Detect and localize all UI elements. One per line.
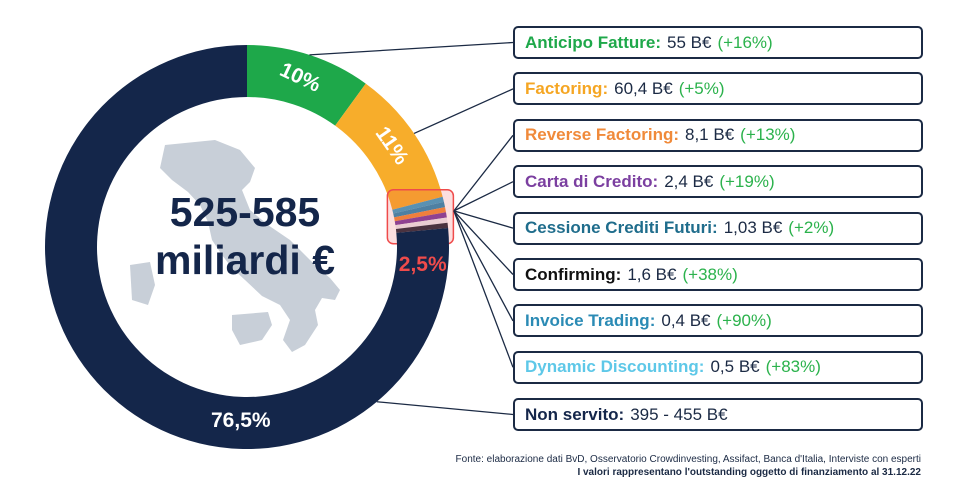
callout-box: Confirming: 1,6 B€ (+38%) — [513, 258, 923, 291]
connector-line — [453, 134, 514, 212]
callout-value: 1,03 B€ — [723, 218, 783, 238]
connector-line — [453, 210, 514, 368]
callout-label: Carta di Credito: — [525, 171, 659, 191]
callout-value: 2,4 B€ — [664, 171, 714, 191]
callout-box: Reverse Factoring: 8,1 B€ (+13%) — [513, 118, 923, 152]
callout-box: Carta di Credito: 2,4 B€ (+19%) — [513, 165, 923, 199]
callout-box: Cessione Crediti Futuri: 1,03 B€ (+2%) — [513, 211, 923, 245]
center-title: 525-585 miliardi € — [95, 188, 395, 284]
callout-box: Factoring: 60,4 B€ (+5%) — [513, 72, 923, 106]
slice-small-band — [394, 212, 447, 226]
callout-box: Non servito: 395 - 455 B€ — [513, 398, 923, 431]
callout-value: 1,6 B€ — [627, 264, 677, 284]
callout-box: Dynamic Discounting: 0,5 B€ (+83%) — [513, 350, 923, 384]
connector-line — [453, 210, 514, 275]
slice — [335, 83, 443, 210]
center-title-line1: 525-585 — [169, 189, 321, 235]
callout-label: Factoring: — [525, 78, 609, 98]
callout-change: (+83%) — [765, 357, 821, 377]
callout-box: Invoice Trading: 0,4 B€ (+90%) — [513, 304, 923, 338]
connector-line — [309, 41, 514, 56]
connector-line — [453, 181, 514, 212]
callout-label: Reverse Factoring: — [525, 125, 679, 145]
callout-value: 0,4 B€ — [661, 310, 711, 330]
callout-label: Dynamic Discounting: — [525, 357, 705, 377]
callout-change: (+2%) — [788, 218, 835, 238]
slice-small-band — [395, 217, 448, 229]
callout-label: Confirming: — [525, 264, 622, 284]
slice — [247, 45, 366, 126]
callout-value: 60,4 B€ — [614, 78, 673, 98]
callout-label: Invoice Trading: — [525, 310, 656, 330]
callout-label: Anticipo Fatture: — [525, 32, 661, 52]
callout-label: Non servito: — [525, 404, 625, 424]
callout-change: (+19%) — [719, 171, 775, 191]
connector-line — [453, 210, 514, 229]
callout-change: (+38%) — [682, 264, 738, 284]
slice-small-band — [394, 207, 446, 222]
callout-value: 395 - 455 B€ — [630, 404, 728, 424]
callout-change: (+5%) — [678, 78, 725, 98]
connector-line — [453, 210, 514, 322]
connector-line — [413, 88, 514, 135]
center-title-line2: miliardi € — [154, 237, 335, 283]
callout-box: Anticipo Fatture: 55 B€ (+16%) — [513, 26, 923, 59]
slice-label: 2,5% — [398, 252, 447, 276]
slice-label: 76,5% — [211, 409, 271, 432]
slice-small-band — [392, 196, 444, 214]
slice-small-band — [395, 222, 449, 233]
connector-line — [376, 401, 514, 416]
callout-change: (+13%) — [740, 125, 796, 145]
footer-note: I valori rappresentano l'outstanding ogg… — [577, 467, 921, 478]
callout-value: 8,1 B€ — [685, 125, 735, 145]
callout-value: 55 B€ — [667, 32, 712, 52]
callout-label: Cessione Crediti Futuri: — [525, 218, 718, 238]
callout-change: (+90%) — [716, 310, 772, 330]
callout-value: 0,5 B€ — [710, 357, 760, 377]
callout-change: (+16%) — [717, 32, 773, 52]
italy-map-icon — [130, 140, 340, 352]
footer-source: Fonte: elaborazione dati BvD, Osservator… — [455, 454, 921, 465]
slice-small-band — [393, 201, 446, 218]
footer: Fonte: elaborazione dati BvD, Osservator… — [456, 453, 921, 479]
